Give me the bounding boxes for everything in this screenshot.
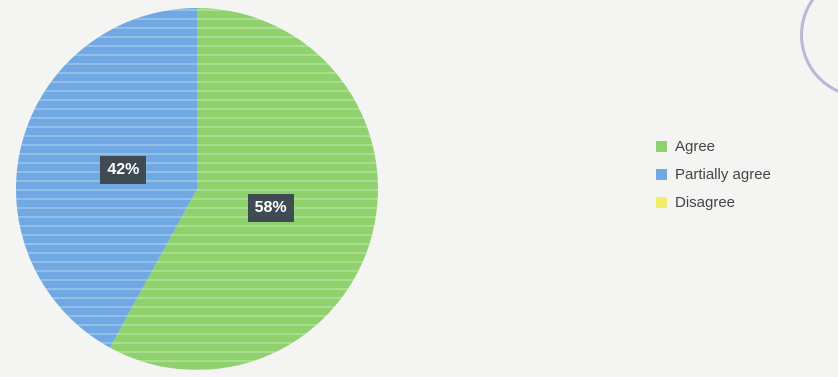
legend-label: Agree xyxy=(675,137,716,155)
legend-item-partially-agree: Partially agree xyxy=(656,164,771,184)
data-label-partially-agree: 42% xyxy=(100,156,147,185)
pie-slice-texture xyxy=(109,8,378,370)
legend-item-disagree: Disagree xyxy=(656,192,771,212)
legend-item-agree: Agree xyxy=(656,136,771,156)
legend-swatch xyxy=(656,140,667,152)
legend-swatch xyxy=(656,168,667,180)
legend-label: Disagree xyxy=(675,193,736,211)
data-label-agree: 58% xyxy=(247,193,294,222)
legend-swatch xyxy=(656,196,667,208)
legend-label: Partially agree xyxy=(675,165,771,183)
legend: Agree Partially agree Disagree xyxy=(656,136,771,212)
